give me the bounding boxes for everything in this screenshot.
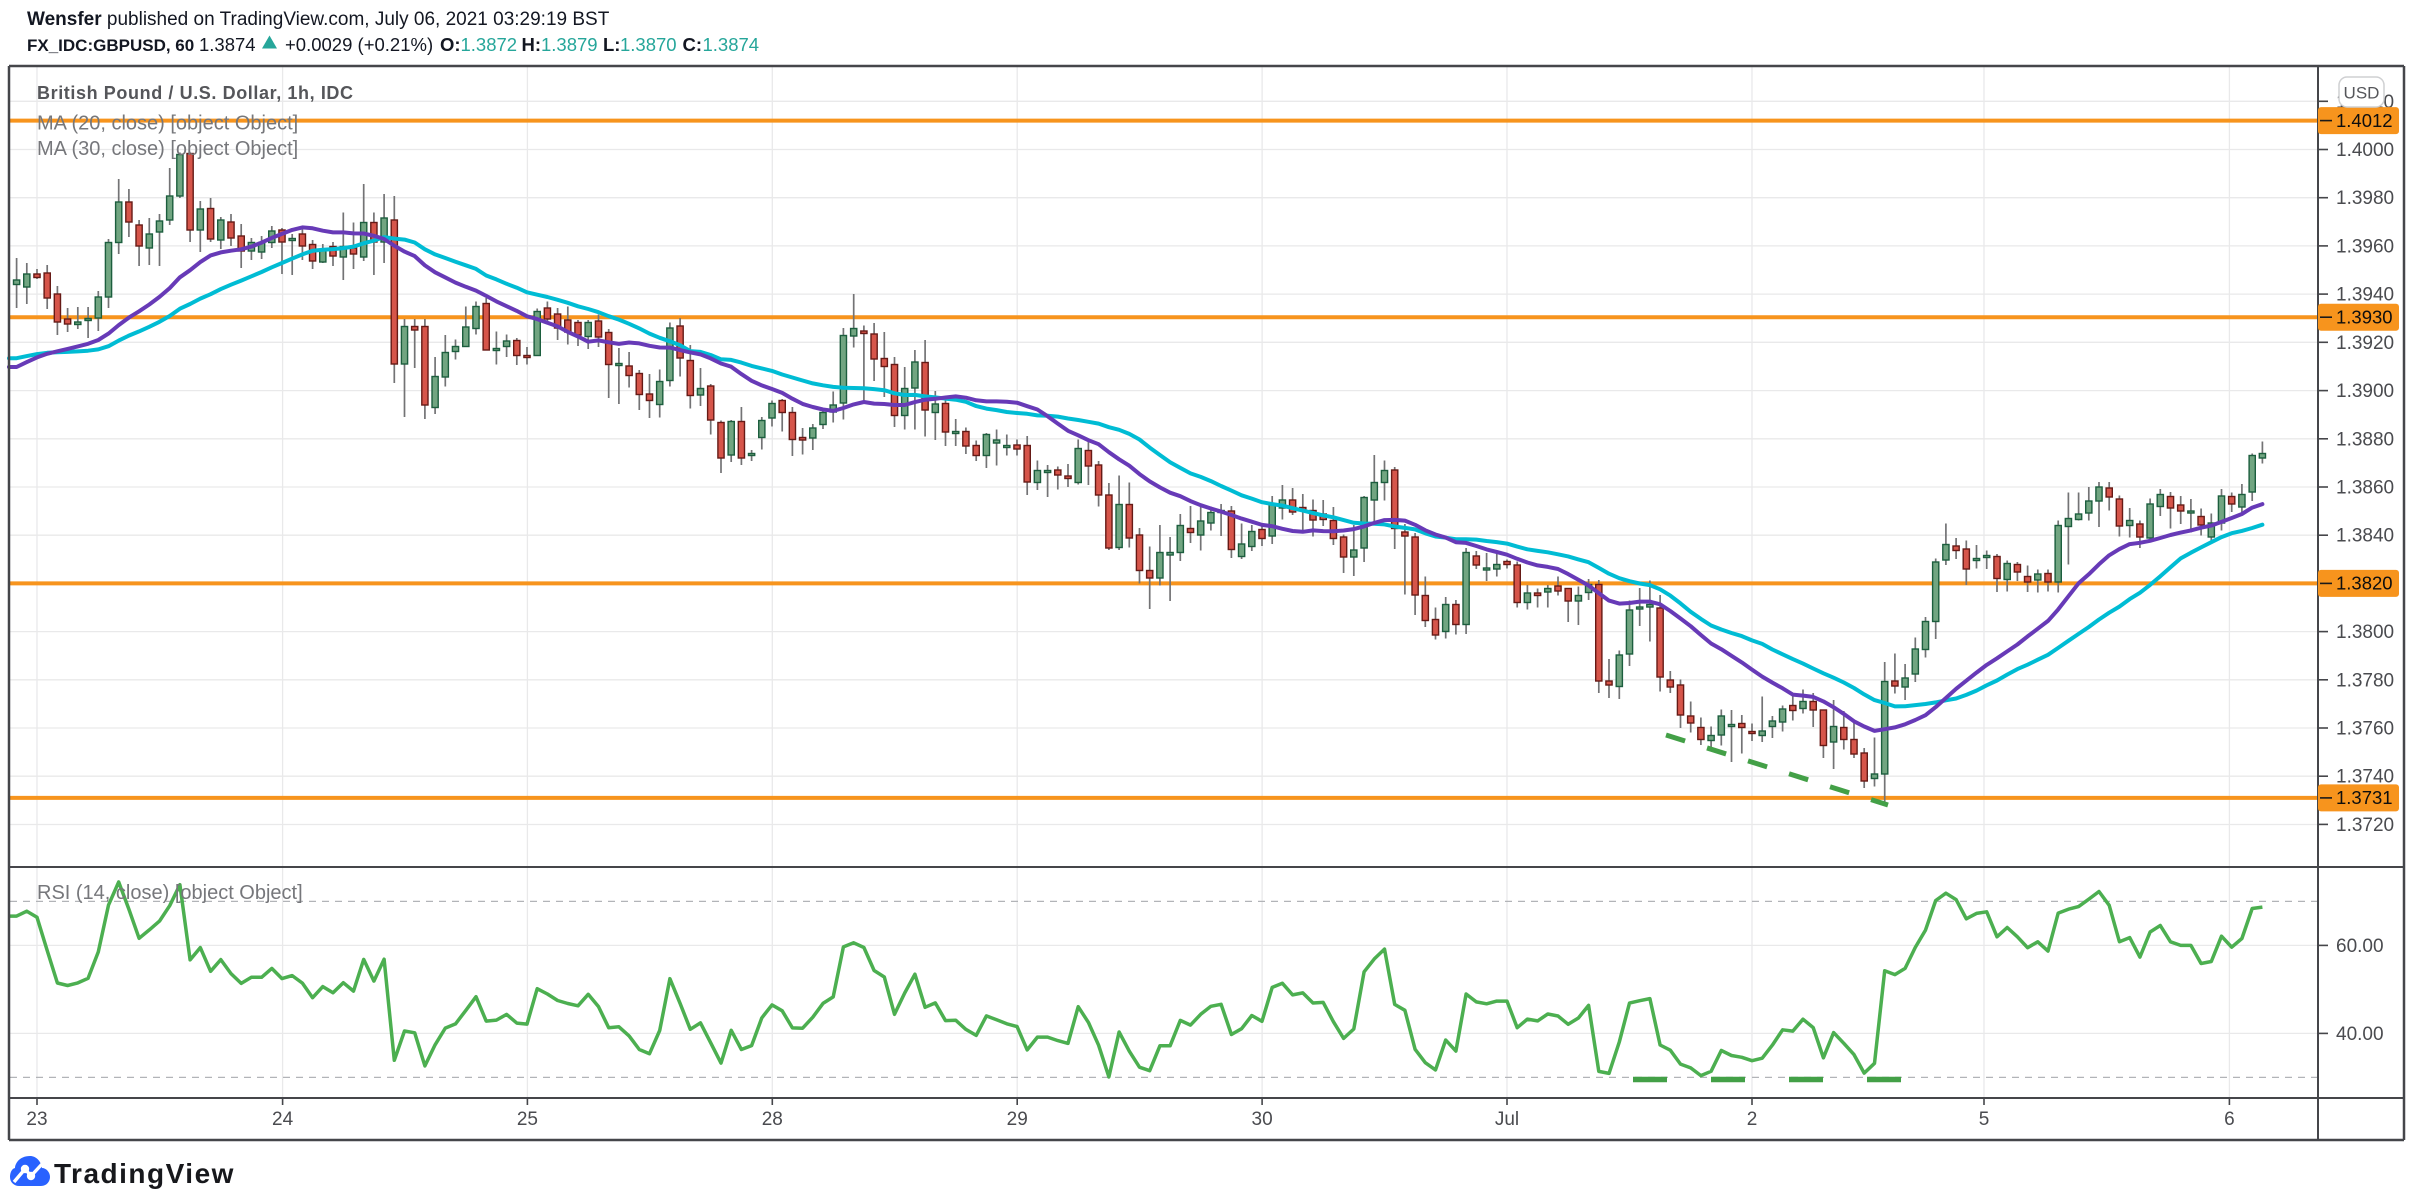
svg-text:MA (20, close) [object Object]: MA (20, close) [object Object] <box>37 113 298 135</box>
svg-text:23: 23 <box>26 1109 47 1130</box>
svg-text:Wensfer published on TradingVi: Wensfer published on TradingView.com, Ju… <box>27 9 610 30</box>
svg-text:1.3760: 1.3760 <box>2336 719 2394 740</box>
svg-text:1.3900: 1.3900 <box>2336 381 2394 402</box>
svg-text:+0.0029 (+0.21%): +0.0029 (+0.21%) <box>285 34 433 55</box>
svg-text:30: 30 <box>1252 1109 1273 1130</box>
svg-text:28: 28 <box>762 1109 783 1130</box>
svg-text:1.4012: 1.4012 <box>2336 110 2393 131</box>
svg-text:40.00: 40.00 <box>2336 1024 2384 1045</box>
svg-text:1.3740: 1.3740 <box>2336 767 2394 788</box>
svg-text:1.3800: 1.3800 <box>2336 622 2394 643</box>
svg-text:L:: L: <box>603 34 620 55</box>
svg-text:1.3780: 1.3780 <box>2336 670 2394 691</box>
svg-text:60.00: 60.00 <box>2336 936 2384 957</box>
svg-text:O:: O: <box>440 34 461 55</box>
svg-text:1.3870: 1.3870 <box>620 34 677 55</box>
svg-text:C:: C: <box>683 34 703 55</box>
svg-text:RSI (14, close) [object Object: RSI (14, close) [object Object] <box>37 882 303 904</box>
svg-text:1.3930: 1.3930 <box>2336 307 2393 328</box>
svg-text:1.3940: 1.3940 <box>2336 285 2394 306</box>
svg-text:1.3960: 1.3960 <box>2336 236 2394 257</box>
svg-text:USD: USD <box>2344 84 2380 103</box>
svg-text:British Pound / U.S. Dollar, 1: British Pound / U.S. Dollar, 1h, IDC <box>37 83 354 103</box>
svg-text:1.3980: 1.3980 <box>2336 188 2394 209</box>
svg-text:25: 25 <box>517 1109 538 1130</box>
svg-text:FX_IDC:GBPUSD, 60: FX_IDC:GBPUSD, 60 <box>27 36 194 55</box>
svg-text:1.3840: 1.3840 <box>2336 526 2394 547</box>
svg-text:1.3860: 1.3860 <box>2336 478 2394 499</box>
svg-text:H:: H: <box>522 34 542 55</box>
svg-text:1.3720: 1.3720 <box>2336 815 2394 836</box>
svg-text:Jul: Jul <box>1495 1109 1519 1130</box>
svg-text:1.4000: 1.4000 <box>2336 140 2394 161</box>
svg-text:1.3731: 1.3731 <box>2336 787 2393 808</box>
svg-text:1.3874: 1.3874 <box>199 34 256 55</box>
svg-text:1.3874: 1.3874 <box>703 34 760 55</box>
svg-text:1.3879: 1.3879 <box>541 34 598 55</box>
svg-text:6: 6 <box>2224 1109 2235 1130</box>
svg-text:1.3880: 1.3880 <box>2336 429 2394 450</box>
svg-text:MA (30, close) [object Object]: MA (30, close) [object Object] <box>37 138 298 160</box>
svg-text:1.3820: 1.3820 <box>2336 573 2393 594</box>
svg-text:5: 5 <box>1979 1109 1990 1130</box>
svg-text:2: 2 <box>1747 1109 1758 1130</box>
svg-text:29: 29 <box>1007 1109 1028 1130</box>
svg-text:1.3872: 1.3872 <box>461 34 518 55</box>
svg-text:1.3920: 1.3920 <box>2336 333 2394 354</box>
svg-text:TradingView: TradingView <box>54 1158 235 1189</box>
svg-text:24: 24 <box>272 1109 294 1130</box>
